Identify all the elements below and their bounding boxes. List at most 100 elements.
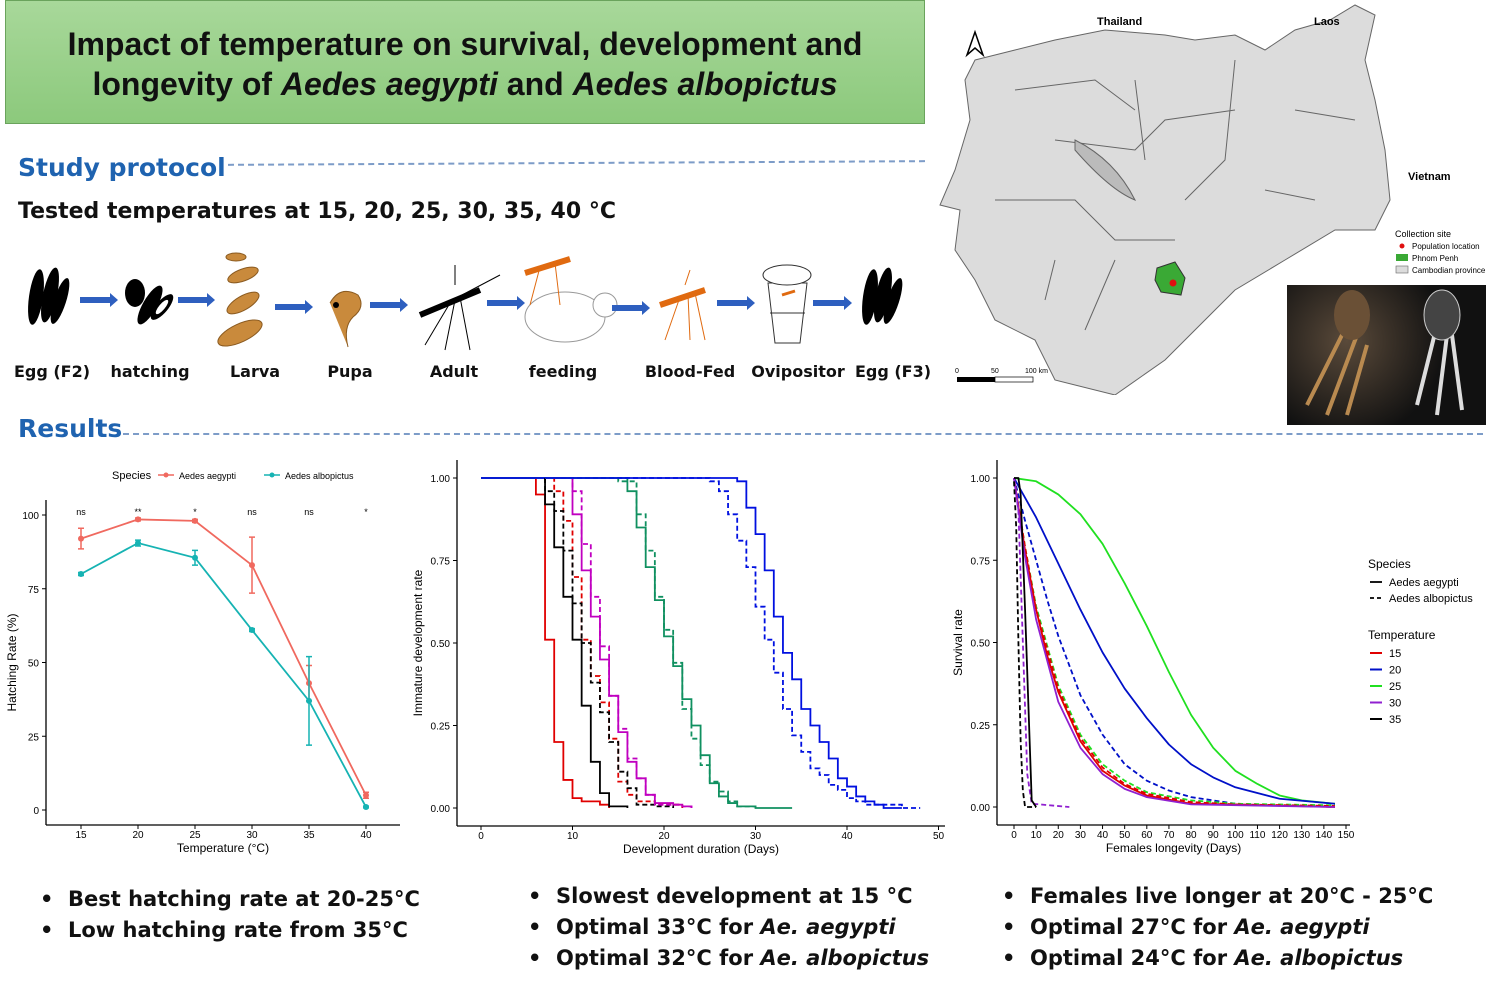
- x-tick-label: 30: [750, 831, 762, 842]
- title-banner: Impact of temperature on survival, devel…: [5, 0, 925, 124]
- bullet-item: • Low hatching rate from 35°C: [40, 915, 420, 946]
- life-cycle-diagram: [28, 252, 903, 351]
- arrow-right-icon: [178, 293, 215, 307]
- step-curve: [481, 477, 793, 809]
- bullet-text: Females live longer at 20°C - 25°C: [1030, 884, 1434, 908]
- step-curve: [481, 477, 693, 808]
- y-tick-label: 0.25: [431, 722, 451, 733]
- legend-label: Aedes albopictus: [285, 471, 354, 481]
- legend-item: Cambodian province: [1412, 266, 1486, 275]
- legend-label: Aedes albopictus: [1389, 593, 1473, 605]
- data-point: [192, 554, 198, 561]
- y-tick-label: 1.00: [971, 474, 991, 485]
- y-tick-label: 75: [28, 585, 40, 596]
- x-tick-label: 120: [1271, 830, 1288, 841]
- development-findings: • Slowest development at 15 °C • Optimal 33…: [528, 881, 929, 974]
- legend-item: Phnom Penh: [1412, 254, 1458, 263]
- legend-item: Population location: [1412, 242, 1480, 251]
- species-name: Ae. albopictus: [1234, 946, 1404, 970]
- mosquito-photo-image: [1305, 289, 1464, 416]
- bullet-text: Low hatching rate from 35°C: [68, 918, 408, 942]
- survival-curve: [1013, 481, 1037, 808]
- step-curve: [481, 477, 757, 808]
- data-point: [306, 697, 312, 704]
- hatching-icon: [125, 279, 174, 325]
- stage-label: Adult: [429, 362, 479, 381]
- mosquito-photo: [1287, 285, 1486, 425]
- data-point: [135, 540, 141, 547]
- legend-label: 30: [1389, 698, 1401, 710]
- stage-label: Blood-Fed: [644, 362, 736, 381]
- series-line: [80, 542, 367, 808]
- pupa-icon: [329, 290, 362, 348]
- bullet-icon: •: [528, 884, 542, 908]
- y-tick-label: 0.75: [431, 557, 451, 568]
- survival-curve: [1014, 477, 1037, 808]
- study-protocol-heading: Study protocol: [18, 153, 226, 182]
- hatching-rate-chart: 15 20 25 30 35 40 0 25 50 75 100 Temperature (°C) Ha…: [5, 470, 400, 855]
- divider: [123, 433, 1483, 435]
- significance-label: **: [134, 507, 142, 517]
- title-text: longevity of: [92, 66, 281, 102]
- development-rate-chart: 0 10 20 30 40 50 0.00 0.25 0.50 0.75 1.00 Developme…: [411, 460, 945, 856]
- bullet-icon: •: [1002, 915, 1016, 939]
- x-tick-label: 90: [1208, 830, 1220, 841]
- y-tick-label: 25: [28, 732, 40, 743]
- results-heading: Results: [18, 414, 123, 443]
- arrow-right-icon: [717, 296, 755, 310]
- survival-curve: [1013, 477, 1335, 808]
- x-tick-label: 30: [246, 830, 258, 841]
- stage-label: Ovipositor: [751, 362, 845, 381]
- north-arrow-icon: [965, 29, 985, 58]
- y-axis-title: Hatching Rate (%): [5, 613, 19, 711]
- stage-label: hatching: [110, 362, 190, 381]
- survival-curve: [1013, 477, 1070, 808]
- data-point: [78, 571, 84, 577]
- bullet-item: • Optimal 27°C for Ae. aegypti: [1002, 912, 1433, 943]
- x-tick-label: 15: [75, 830, 87, 841]
- x-tick-label: 140: [1316, 830, 1333, 841]
- legend-label: 35: [1389, 714, 1401, 726]
- x-tick-label: 80: [1186, 830, 1198, 841]
- x-tick-label: 110: [1249, 830, 1265, 841]
- y-axis-title: Survival rate: [951, 609, 965, 676]
- significance-label: *: [193, 507, 197, 517]
- x-tick-label: 0: [1011, 830, 1017, 841]
- egg-f3-icon: [862, 267, 903, 325]
- x-tick-label: 10: [567, 831, 579, 842]
- data-point: [192, 517, 198, 524]
- x-tick-label: 20: [132, 830, 144, 841]
- x-tick-label: 20: [1053, 830, 1065, 841]
- survival-curve: [1013, 477, 1335, 808]
- legend-label: Aedes aegypti: [1389, 577, 1459, 589]
- bullet-icon: •: [1002, 884, 1016, 908]
- survival-curve: [1013, 477, 1335, 807]
- x-tick-label: 10: [1031, 830, 1043, 841]
- scale-label: 50: [991, 368, 999, 375]
- bullet-text: Optimal 32°C for: [556, 946, 761, 970]
- label-laos: Laos: [1314, 16, 1340, 28]
- phnom-penh-region: [1154, 261, 1186, 296]
- x-tick-label: 30: [1075, 830, 1087, 841]
- longevity-findings: • Females live longer at 20°C - 25°C • Opti…: [1002, 881, 1433, 974]
- legend-label: 20: [1389, 665, 1401, 677]
- bullet-item: • Females live longer at 20°C - 25°C: [1002, 881, 1433, 912]
- bullet-item: • Best hatching rate at 20-25°C: [40, 884, 420, 915]
- title-line-2: longevity of Aedes aegypti and Aedes alb…: [6, 64, 924, 104]
- bullet-item: • Optimal 32°C for Ae. albopictus: [528, 943, 929, 974]
- stage-label: feeding: [528, 362, 598, 381]
- tonle-sap-lake: [1074, 139, 1137, 201]
- feeding-mouse-icon: [524, 256, 618, 343]
- y-tick-label: 0.25: [971, 721, 991, 732]
- province-borders: [995, 59, 1356, 331]
- y-tick-label: 100: [22, 511, 39, 522]
- significance-label: ns: [76, 507, 86, 517]
- stage-label: Egg (F3): [854, 362, 932, 381]
- hatching-findings: • Best hatching rate at 20-25°C • Low hatch…: [40, 884, 420, 946]
- y-axis-title: Immature development rate: [411, 569, 425, 716]
- legend-title: Species: [1368, 557, 1411, 571]
- x-tick-label: 20: [658, 831, 670, 842]
- x-axis-title: Females longevity (Days): [1106, 841, 1241, 855]
- bullet-item: • Optimal 33°C for Ae. aegypti: [528, 912, 929, 943]
- stage-label: Egg (F2): [13, 362, 91, 381]
